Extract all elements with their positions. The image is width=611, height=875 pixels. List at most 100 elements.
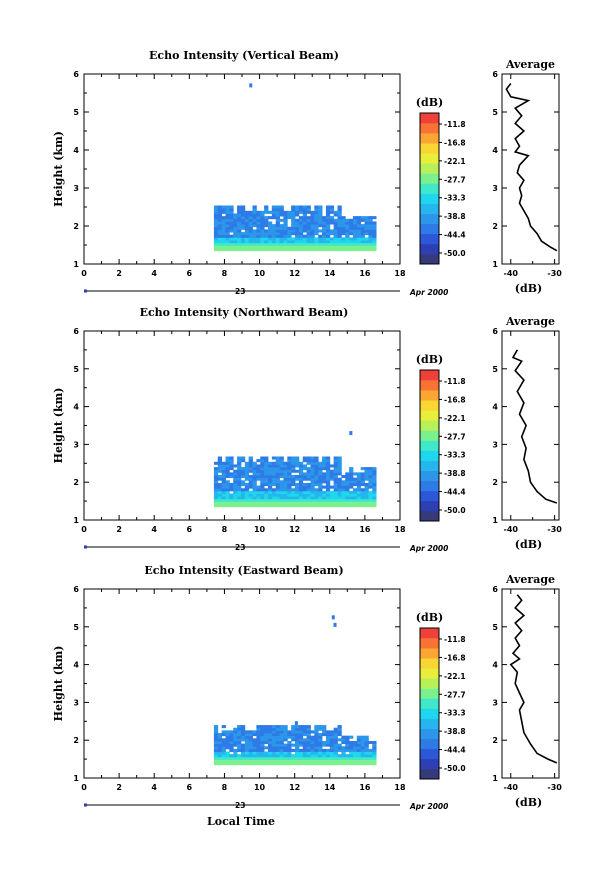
echo-cell	[322, 224, 327, 228]
echo-cell	[233, 480, 238, 484]
echo-cell	[318, 234, 323, 238]
echo-cell	[287, 237, 292, 241]
echo-cell	[287, 464, 292, 468]
echo-cell	[240, 759, 246, 763]
echo-cell	[240, 224, 246, 228]
echo-cell	[291, 240, 296, 244]
echo-cell	[329, 493, 335, 497]
colorbar-tick-label: -33.3	[444, 194, 466, 203]
echo-cell	[291, 245, 296, 249]
echo-cell	[213, 498, 219, 502]
echo-cell	[287, 733, 292, 737]
echo-cell	[260, 472, 265, 476]
echo-cell	[264, 459, 269, 463]
echo-cell	[275, 226, 280, 230]
echo-cell	[322, 459, 327, 463]
echo-cell	[287, 232, 292, 236]
echo-cell	[302, 759, 307, 763]
echo-cell	[283, 482, 288, 487]
echo-cell	[279, 754, 284, 758]
echo-cell	[240, 735, 246, 739]
echo-cell	[364, 226, 369, 230]
echo-cell	[322, 237, 327, 241]
echo-cell	[287, 504, 292, 508]
echo-cell	[356, 229, 362, 233]
echo-cell	[287, 759, 292, 763]
echo-cell	[318, 464, 323, 468]
echo-cell	[252, 205, 257, 209]
echo-cell	[275, 475, 280, 479]
echo-cell	[298, 490, 304, 494]
echo-cell	[322, 234, 327, 238]
echo-cell	[267, 488, 273, 492]
echo-cell	[244, 242, 250, 246]
echo-cell	[256, 221, 261, 225]
x-tick-label: 18	[394, 783, 406, 792]
echo-cell	[237, 725, 242, 729]
echo-cell	[364, 740, 369, 745]
colorbar-tick-label: -44.4	[444, 231, 466, 240]
echo-cell	[252, 488, 257, 492]
echo-cell	[360, 490, 365, 494]
avg-y-tick-label: 5	[492, 108, 498, 117]
echo-cell	[364, 748, 369, 752]
echo-cell	[356, 237, 362, 241]
echo-cell	[329, 218, 335, 222]
echo-cell	[337, 733, 342, 737]
echo-cell	[306, 472, 311, 476]
echo-cell	[298, 501, 304, 505]
echo-cell	[314, 245, 319, 249]
echo-cell	[264, 232, 269, 236]
echo-cell	[364, 746, 369, 750]
panel-3: Echo Intensity (Eastward Beam)0 2 4 6 8 10 12 1…	[52, 564, 562, 811]
echo-cell	[356, 748, 362, 752]
echo-cell	[229, 756, 234, 760]
echo-cell	[225, 213, 230, 217]
echo-cell	[364, 756, 369, 760]
echo-cell	[364, 762, 369, 766]
echo-cell	[248, 743, 253, 747]
echo-cell	[329, 221, 335, 225]
echo-cell	[244, 751, 250, 755]
echo-cell	[217, 475, 223, 479]
echo-cell	[337, 759, 342, 763]
echo-cell	[256, 740, 261, 745]
echo-cell	[345, 485, 350, 489]
echo-cell	[221, 482, 226, 487]
echo-cell	[310, 477, 315, 481]
echo-cell	[260, 746, 265, 750]
echo-cell	[368, 477, 373, 481]
echo-cell	[333, 459, 338, 463]
echo-cell	[237, 218, 242, 222]
echo-cell	[306, 730, 311, 734]
echo-cell	[333, 498, 338, 502]
echo-cell	[372, 485, 377, 489]
echo-cell	[364, 467, 369, 471]
echo-cell	[283, 756, 288, 760]
echo-cell	[229, 493, 234, 497]
echo-cell	[279, 218, 284, 222]
echo-cell	[287, 234, 292, 238]
echo-cell	[256, 485, 261, 489]
echo-cell	[337, 477, 342, 481]
echo-cell	[248, 456, 253, 460]
echo-cell	[291, 759, 296, 763]
echo-cell	[233, 498, 238, 502]
echo-cell	[264, 242, 269, 246]
echo-cell	[233, 232, 238, 236]
echo-cell	[306, 498, 311, 502]
echo-cell	[333, 237, 338, 241]
avg-x-tick-label: -40	[504, 525, 519, 534]
echo-cell	[240, 733, 246, 737]
avg-profile-line	[509, 594, 558, 764]
echo-cell	[256, 751, 261, 755]
echo-cell	[364, 475, 369, 479]
echo-cell	[333, 733, 338, 737]
echo-cell	[322, 493, 327, 497]
echo-cell	[237, 504, 242, 508]
echo-cell	[264, 759, 269, 763]
y-tick-label: 3	[73, 440, 79, 449]
echo-cell	[364, 482, 369, 487]
echo-cell	[298, 232, 304, 236]
echo-cell	[229, 242, 234, 246]
